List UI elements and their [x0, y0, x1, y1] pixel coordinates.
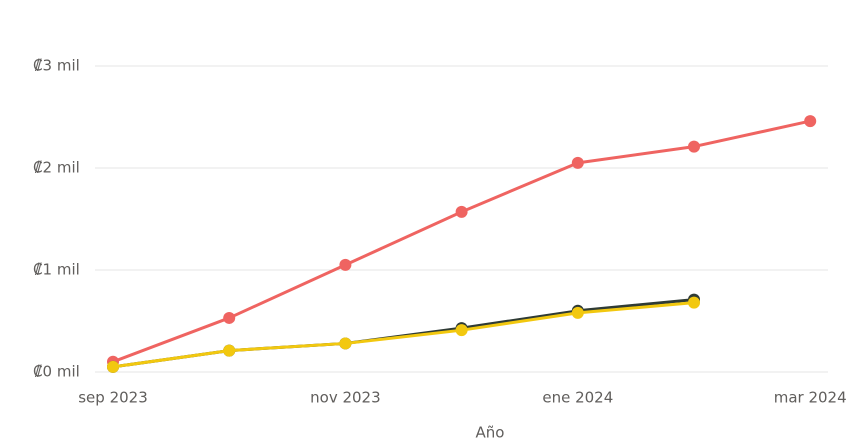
- data-point: [339, 337, 352, 350]
- x-tick-label: mar 2024: [774, 389, 847, 407]
- y-tick-label: ₡0 mil: [33, 363, 80, 381]
- x-tick-label: ene 2024: [542, 389, 613, 407]
- x-tick-label: nov 2023: [310, 389, 381, 407]
- data-point: [223, 344, 236, 357]
- data-point: [688, 140, 700, 153]
- data-point: [339, 258, 352, 271]
- data-point: [571, 156, 584, 169]
- y-tick-label: ₡3 mil: [33, 57, 80, 75]
- y-tick-label: ₡2 mil: [33, 159, 80, 177]
- data-point: [688, 296, 700, 309]
- data-point: [455, 205, 468, 218]
- series-line: [112, 301, 695, 369]
- x-tick-label: sep 2023: [78, 389, 148, 407]
- data-point: [804, 115, 817, 128]
- data-point: [107, 360, 119, 373]
- x-axis-label: Año: [476, 424, 505, 442]
- data-point: [223, 311, 236, 324]
- y-tick-label: ₡1 mil: [33, 261, 80, 279]
- data-point: [571, 306, 584, 319]
- data-point: [455, 324, 468, 337]
